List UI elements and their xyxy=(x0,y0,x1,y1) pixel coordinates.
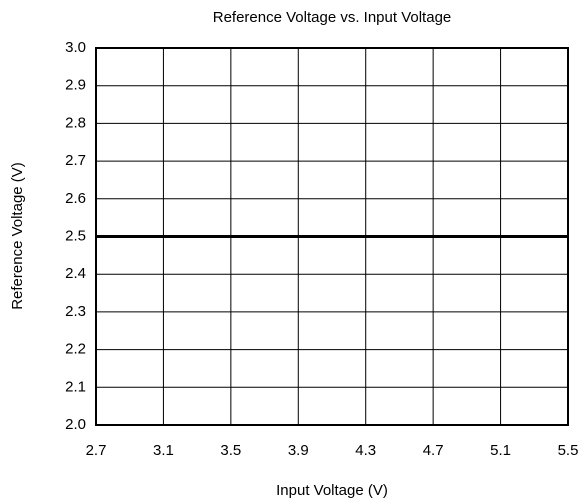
x-tick-label: 4.7 xyxy=(423,442,444,459)
x-tick-label: 5.1 xyxy=(490,442,511,459)
y-tick-label: 2.3 xyxy=(65,303,86,320)
x-tick-label: 3.5 xyxy=(220,442,241,459)
y-tick-label: 3.0 xyxy=(65,39,86,56)
chart-title: Reference Voltage vs. Input Voltage xyxy=(213,9,452,26)
y-axis-label: Reference Voltage (V) xyxy=(9,162,26,310)
y-tick-label: 2.6 xyxy=(65,190,86,207)
y-tick-label: 2.0 xyxy=(65,416,86,433)
x-tick-label: 2.7 xyxy=(86,442,107,459)
y-tick-label: 2.1 xyxy=(65,378,86,395)
y-tick-label: 2.5 xyxy=(65,227,86,244)
x-tick-label: 3.9 xyxy=(288,442,309,459)
y-tick-label: 2.9 xyxy=(65,77,86,94)
x-tick-label: 3.1 xyxy=(153,442,174,459)
y-tick-label: 2.8 xyxy=(65,114,86,131)
x-tick-label: 4.3 xyxy=(355,442,376,459)
y-tick-label: 2.4 xyxy=(65,265,86,282)
x-axis-label: Input Voltage (V) xyxy=(276,482,388,499)
y-tick-label: 2.7 xyxy=(65,152,86,169)
x-tick-label: 5.5 xyxy=(558,442,579,459)
y-tick-label: 2.2 xyxy=(65,341,86,358)
